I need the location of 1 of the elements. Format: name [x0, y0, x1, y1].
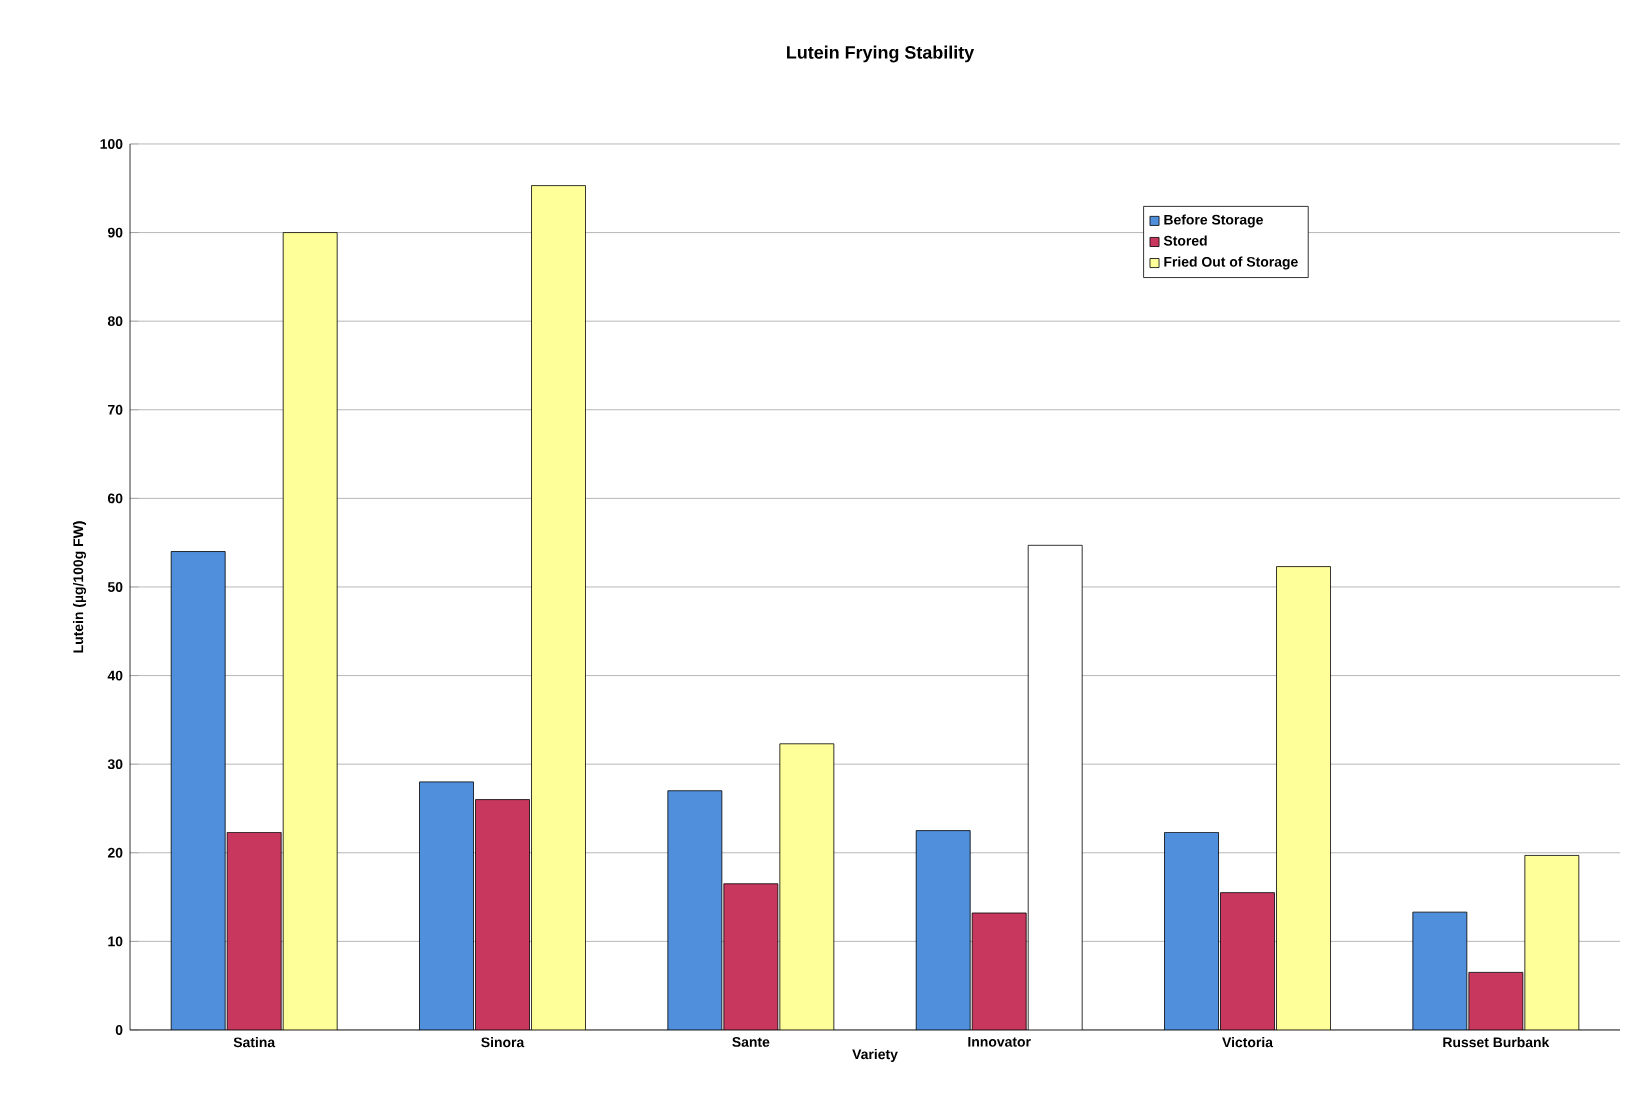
chart-title: Lutein Frying Stability: [787, 45, 975, 63]
